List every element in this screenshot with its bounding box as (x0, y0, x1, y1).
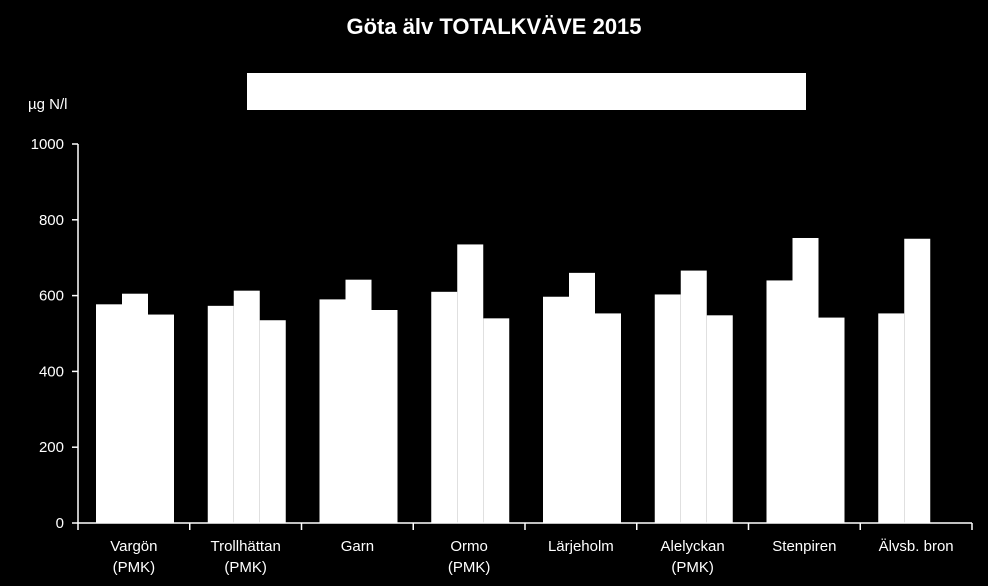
legend-box (247, 73, 806, 110)
axis-layer (72, 143, 973, 530)
bar (319, 299, 346, 523)
bar (431, 291, 458, 523)
y-tick-label: 400 (39, 363, 64, 380)
x-category-label-line: (PMK) (448, 559, 491, 576)
bar (259, 320, 286, 523)
x-category-label-line: Trollhättan (210, 538, 280, 555)
chart-title: Göta älv TOTALKVÄVE 2015 (346, 14, 642, 39)
bar (818, 317, 845, 523)
y-tick-label: 200 (39, 439, 64, 456)
bar (680, 270, 707, 523)
bar (706, 315, 733, 523)
bar (483, 318, 510, 523)
x-category-label: Garn (341, 538, 374, 555)
bars-layer (96, 237, 931, 523)
bar (766, 280, 793, 523)
bar (457, 244, 484, 523)
x-category-label-line: (PMK) (113, 559, 156, 576)
x-category-label: Lärjeholm (548, 538, 614, 555)
x-category-label-line: Vargön (110, 538, 157, 555)
x-category-label: Vargön (PMK) (110, 538, 157, 576)
x-category-label: Ormo (PMK) (448, 538, 491, 576)
labels-layer: 0 200 400 600 800 1000 Vargön (PMK) Trollhättan (… (31, 136, 954, 576)
y-tick-label: 600 (39, 288, 64, 305)
y-axis-label: µg N/l (28, 96, 68, 113)
bar (233, 290, 260, 523)
bar (543, 296, 569, 523)
x-category-label-line: Ormo (450, 538, 488, 555)
bar (148, 314, 174, 523)
x-category-label-line: (PMK) (671, 559, 714, 576)
bar (792, 237, 819, 523)
bar (122, 293, 148, 523)
x-category-label-line: Lärjeholm (548, 538, 614, 555)
bar (878, 313, 905, 523)
x-category-label: Alelyckan (PMK) (661, 538, 725, 576)
bar (904, 238, 931, 523)
x-category-label-line: (PMK) (224, 559, 267, 576)
bar (569, 272, 595, 523)
x-category-label-line: Stenpiren (772, 538, 836, 555)
x-category-label: Älvsb. bron (879, 538, 954, 555)
bar (345, 279, 372, 523)
bar (96, 304, 122, 523)
y-tick-label: 0 (56, 515, 64, 532)
x-category-label-line: Garn (341, 538, 374, 555)
bar (371, 310, 398, 523)
x-category-label-line: Alelyckan (661, 538, 725, 555)
bar (595, 313, 621, 523)
bar (654, 294, 681, 523)
x-category-label-line: Älvsb. bron (879, 538, 954, 555)
y-tick-label: 1000 (31, 136, 64, 153)
bar (207, 305, 234, 523)
y-tick-label: 800 (39, 212, 64, 229)
x-category-label: Stenpiren (772, 538, 836, 555)
x-category-label: Trollhättan (PMK) (210, 538, 280, 576)
